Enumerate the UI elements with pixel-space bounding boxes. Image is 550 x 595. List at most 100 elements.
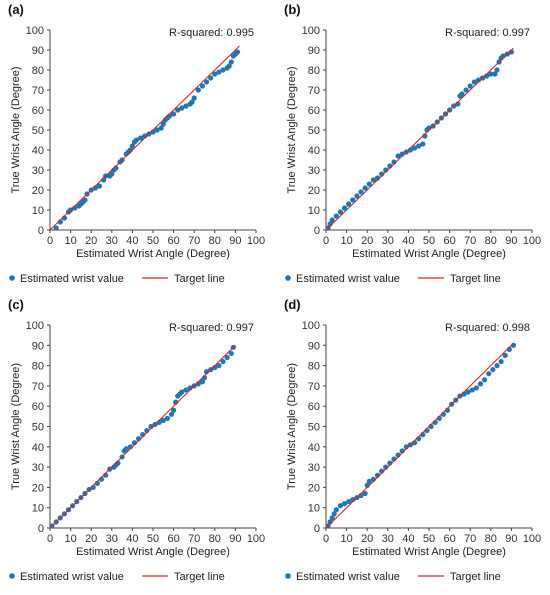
data-point <box>160 121 166 127</box>
y-tick-label: 90 <box>308 45 320 57</box>
x-tick-label: 90 <box>229 533 241 545</box>
data-point <box>189 99 195 105</box>
x-tick-label: 100 <box>247 235 265 247</box>
data-point <box>469 387 475 393</box>
y-tick-label: 50 <box>32 125 44 137</box>
y-tick-label: 90 <box>32 340 44 352</box>
data-point <box>494 67 500 73</box>
data-point <box>109 171 115 177</box>
legend: Estimated wrist value Target line <box>9 273 225 285</box>
legend-label-estimated: Estimated wrist value <box>296 571 400 583</box>
x-tick-label: 30 <box>106 533 118 545</box>
y-tick-label: 40 <box>32 145 44 157</box>
data-point <box>216 69 222 75</box>
data-point <box>494 363 500 369</box>
legend-marker-estimated <box>9 275 15 281</box>
x-tick-label: 80 <box>485 533 497 545</box>
legend-label-estimated: Estimated wrist value <box>20 571 124 583</box>
data-point <box>171 407 177 413</box>
data-point <box>203 79 210 85</box>
y-tick-label: 70 <box>308 381 320 393</box>
y-tick-label: 80 <box>32 361 44 373</box>
legend-label-estimated: Estimated wrist value <box>296 273 400 285</box>
data-point <box>220 67 226 73</box>
r-squared-annotation: R-squared: 0.997 <box>445 27 530 39</box>
data-point <box>333 507 339 513</box>
x-tick-label: 40 <box>402 533 414 545</box>
data-point <box>129 143 135 149</box>
data-point <box>411 145 418 151</box>
data-point <box>366 181 372 187</box>
chart-panel-2: (b) 0 10 20 30 40 50 60 70 80 90 100 0 10 20 30 40 50 60 70… <box>284 2 541 285</box>
legend-label-target: Target line <box>174 273 225 285</box>
data-point <box>362 490 368 497</box>
data-point <box>226 63 232 69</box>
y-tick-label: 40 <box>308 442 320 454</box>
data-point <box>199 83 206 89</box>
y-tick-label: 100 <box>302 320 320 332</box>
x-tick-label: 20 <box>361 533 373 545</box>
x-tick-label: 70 <box>464 235 476 247</box>
r-squared-annotation: R-squared: 0.998 <box>445 322 530 334</box>
data-point <box>53 225 59 231</box>
data-point <box>341 205 348 211</box>
y-tick-label: 50 <box>32 422 44 434</box>
data-point <box>216 363 222 369</box>
data-point <box>362 185 368 191</box>
legend-marker-estimated <box>9 573 15 579</box>
y-tick-label: 10 <box>308 205 320 217</box>
x-tick-label: 70 <box>188 235 200 247</box>
y-axis-label: True Wrist Angle (Degree) <box>10 363 22 490</box>
data-point <box>96 183 103 189</box>
y-tick-label: 70 <box>308 85 320 97</box>
data-point <box>477 381 484 387</box>
x-tick-label: 10 <box>64 533 76 545</box>
x-tick-label: 50 <box>147 235 159 247</box>
y-tick-label: 10 <box>32 503 44 515</box>
legend-label-target: Target line <box>450 571 501 583</box>
y-tick-label: 30 <box>32 165 44 177</box>
data-point <box>224 354 230 361</box>
data-point <box>482 377 488 383</box>
x-tick-label: 90 <box>229 235 241 247</box>
x-tick-label: 80 <box>209 533 221 545</box>
data-point <box>331 511 337 517</box>
chart-panel-3: (c) 0 10 20 30 40 50 60 70 80 90 100 0 10 20 30 40 50 60 70… <box>8 297 265 583</box>
x-tick-label: 70 <box>188 533 200 545</box>
legend: Estimated wrist value Target line <box>285 571 501 583</box>
x-tick-label: 20 <box>361 235 373 247</box>
data-point <box>183 387 189 393</box>
x-tick-label: 0 <box>47 533 53 545</box>
y-tick-label: 10 <box>32 205 44 217</box>
x-tick-label: 40 <box>402 235 414 247</box>
panel-label: (b) <box>284 2 301 17</box>
data-point <box>346 499 352 505</box>
data-point <box>175 107 181 113</box>
y-tick-label: 70 <box>32 381 44 393</box>
y-tick-label: 100 <box>26 320 44 332</box>
x-tick-label: 100 <box>523 533 541 545</box>
x-tick-label: 0 <box>47 235 53 247</box>
y-tick-label: 50 <box>308 422 320 434</box>
x-tick-label: 90 <box>505 533 517 545</box>
x-tick-label: 20 <box>85 533 97 545</box>
x-tick-label: 60 <box>167 533 179 545</box>
y-tick-label: 20 <box>32 482 44 494</box>
legend-marker-estimated <box>285 275 291 281</box>
data-point <box>490 367 496 373</box>
x-axis-label: Estimated Wrist Angle (Degree) <box>76 546 230 558</box>
x-tick-label: 70 <box>464 533 476 545</box>
y-tick-label: 70 <box>32 85 44 97</box>
x-tick-label: 50 <box>147 533 159 545</box>
x-tick-label: 0 <box>323 235 329 247</box>
y-tick-label: 90 <box>308 340 320 352</box>
y-tick-label: 40 <box>308 145 320 157</box>
x-axis-label: Estimated Wrist Angle (Degree) <box>352 248 506 260</box>
legend-marker-estimated <box>285 573 291 579</box>
data-point <box>486 371 492 377</box>
x-tick-label: 20 <box>85 235 97 247</box>
y-tick-label: 80 <box>308 361 320 373</box>
data-point <box>465 389 471 395</box>
target-line <box>49 344 236 529</box>
y-tick-label: 80 <box>32 65 44 77</box>
